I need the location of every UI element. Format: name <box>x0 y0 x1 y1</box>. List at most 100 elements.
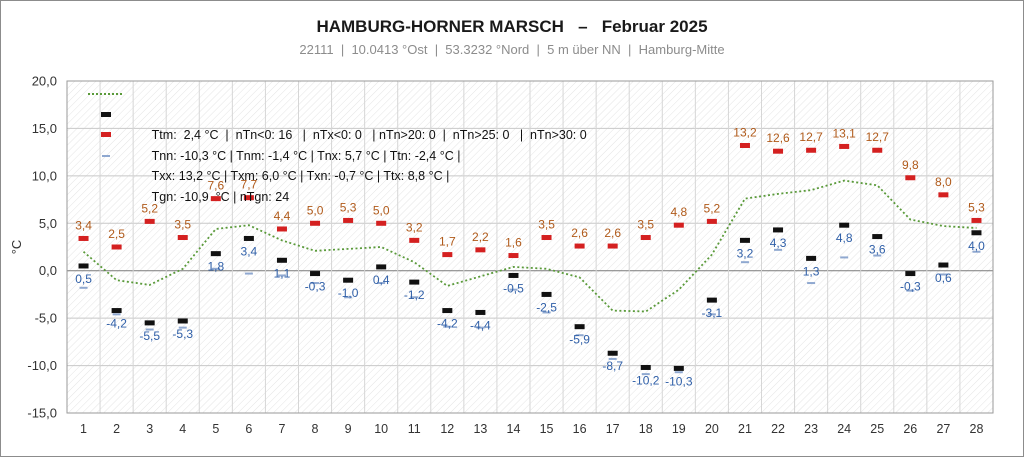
min-temp-marker <box>839 222 850 228</box>
max-temp-label: 8,0 <box>935 175 952 189</box>
max-temp-marker <box>343 217 354 223</box>
y-tick-label: -5,0 <box>35 311 57 326</box>
min-temp-marker <box>376 264 387 270</box>
x-tick-label: 11 <box>408 422 421 436</box>
min-temp-label: 1,3 <box>803 264 820 278</box>
chart-subtitle: 22111 | 10.0413 °Ost | 53.3232 °Nord | 5… <box>299 42 725 57</box>
min-temp-marker <box>177 318 188 324</box>
legend-label-mean: Ttm: 2,4 °C | nTn<0: 16 | nTx<0: 0 | nTn… <box>151 128 587 142</box>
min-temp-label: -10,3 <box>665 374 693 388</box>
min-temp-label: 0,4 <box>373 273 390 287</box>
min-temp-marker <box>905 271 916 277</box>
max-temp-label: 5,0 <box>307 203 324 217</box>
x-tick-label: 12 <box>440 422 454 436</box>
min-temp-label: 1,1 <box>274 266 291 280</box>
legend-entry-min: Tnn: -10,3 °C | Tnm: -1,4 °C | Tnx: 5,7 … <box>86 105 587 163</box>
max-temp-label: 13,1 <box>832 126 856 140</box>
min-temp-label: -5,5 <box>139 329 160 343</box>
max-temp-marker <box>872 147 883 153</box>
chart-title: HAMBURG-HORNER MARSCH – Februar 2025 <box>316 17 708 36</box>
max-temp-label: 3,5 <box>538 218 555 232</box>
min-temp-marker <box>243 235 254 241</box>
chart-legend: Ttm: 2,4 °C | nTn<0: 16 | nTx<0: 0 | nTn… <box>86 84 587 204</box>
min-temp-label: -3,1 <box>702 306 723 320</box>
max-temp-label: 5,3 <box>340 200 357 214</box>
x-tick-label: 1 <box>80 422 87 436</box>
max-temp-marker <box>111 244 122 250</box>
max-temp-marker <box>739 143 750 149</box>
x-tick-label: 20 <box>705 422 719 436</box>
max-temp-marker <box>276 226 287 232</box>
max-temp-label: 12,7 <box>799 130 823 144</box>
x-tick-label: 5 <box>212 422 219 436</box>
min-temp-marker <box>508 272 519 278</box>
x-tick-label: 28 <box>970 422 984 436</box>
min-temp-label: 0,6 <box>935 271 952 285</box>
max-temp-marker <box>706 218 717 224</box>
plot-border <box>66 80 994 414</box>
min-temp-marker <box>541 291 552 297</box>
max-temp-label: 12,6 <box>766 131 790 145</box>
x-tick-label: 2 <box>113 422 120 436</box>
max-temp-marker <box>144 218 155 224</box>
max-temp-label: 9,8 <box>902 158 919 172</box>
max-temp-marker <box>938 192 949 198</box>
min-temp-label: -4,2 <box>106 317 127 331</box>
min-temp-marker <box>409 279 420 285</box>
max-temp-label: 2,2 <box>472 230 489 244</box>
max-temp-label: 5,2 <box>704 201 721 215</box>
min-temp-marker <box>938 262 949 268</box>
max-temp-label: 5,0 <box>373 203 390 217</box>
max-temp-marker <box>508 253 519 259</box>
x-tick-label: 8 <box>312 422 319 436</box>
y-tick-label: -15,0 <box>27 406 57 421</box>
min-temp-marker <box>310 271 321 277</box>
max-temp-label: 3,5 <box>174 218 191 232</box>
max-temp-marker <box>310 220 321 226</box>
max-temp-marker <box>442 252 453 258</box>
max-temp-label: 3,2 <box>406 220 423 234</box>
max-temp-label: 5,2 <box>141 201 158 215</box>
min-temp-marker <box>607 350 618 356</box>
x-tick-label: 4 <box>179 422 186 436</box>
max-temp-marker <box>773 148 784 154</box>
max-temp-label: 3,4 <box>75 218 92 232</box>
min-temp-label: 4,0 <box>968 239 985 253</box>
min-temp-label: 3,2 <box>737 246 754 260</box>
x-tick-label: 3 <box>146 422 153 436</box>
min-temp-marker <box>739 237 750 243</box>
min-temp-marker <box>210 251 221 257</box>
min-temp-marker <box>111 308 122 314</box>
min-temp-marker <box>872 234 883 240</box>
min-temp-label: -8,7 <box>602 359 623 373</box>
x-tick-label: 26 <box>903 422 917 436</box>
legend-label-ground: Tgn: -10,9 °C | nTgn: 24 <box>151 189 290 204</box>
min-temp-marker <box>475 309 486 315</box>
max-temp-label: 1,6 <box>505 236 522 250</box>
min-temp-label: -10,2 <box>632 373 660 387</box>
max-temp-label: 13,2 <box>733 126 757 140</box>
y-tick-label: 5,0 <box>39 216 57 231</box>
x-tick-label: 27 <box>936 422 950 436</box>
min-temp-marker <box>144 320 155 326</box>
max-temp-marker <box>376 220 387 226</box>
max-temp-marker <box>210 196 221 202</box>
min-temp-marker <box>78 263 89 269</box>
min-temp-label: -4,2 <box>437 317 458 331</box>
max-temp-label: 2,5 <box>108 227 125 241</box>
max-temp-marker <box>806 147 817 153</box>
max-temp-marker <box>78 235 89 241</box>
y-tick-label: -10,0 <box>27 358 57 373</box>
x-tick-label: 17 <box>606 422 620 436</box>
y-axis-label: °C <box>9 240 24 255</box>
min-temp-label: -4,4 <box>470 318 491 332</box>
x-tick-label: 21 <box>738 422 752 436</box>
min-temp-marker <box>673 365 684 371</box>
max-temp-label: 12,7 <box>866 130 890 144</box>
max-temp-marker <box>243 195 254 201</box>
legend-symbol-max <box>101 132 111 137</box>
min-temp-label: -1,0 <box>338 286 359 300</box>
x-tick-label: 25 <box>870 422 884 436</box>
y-tick-label: 10,0 <box>32 168 57 183</box>
